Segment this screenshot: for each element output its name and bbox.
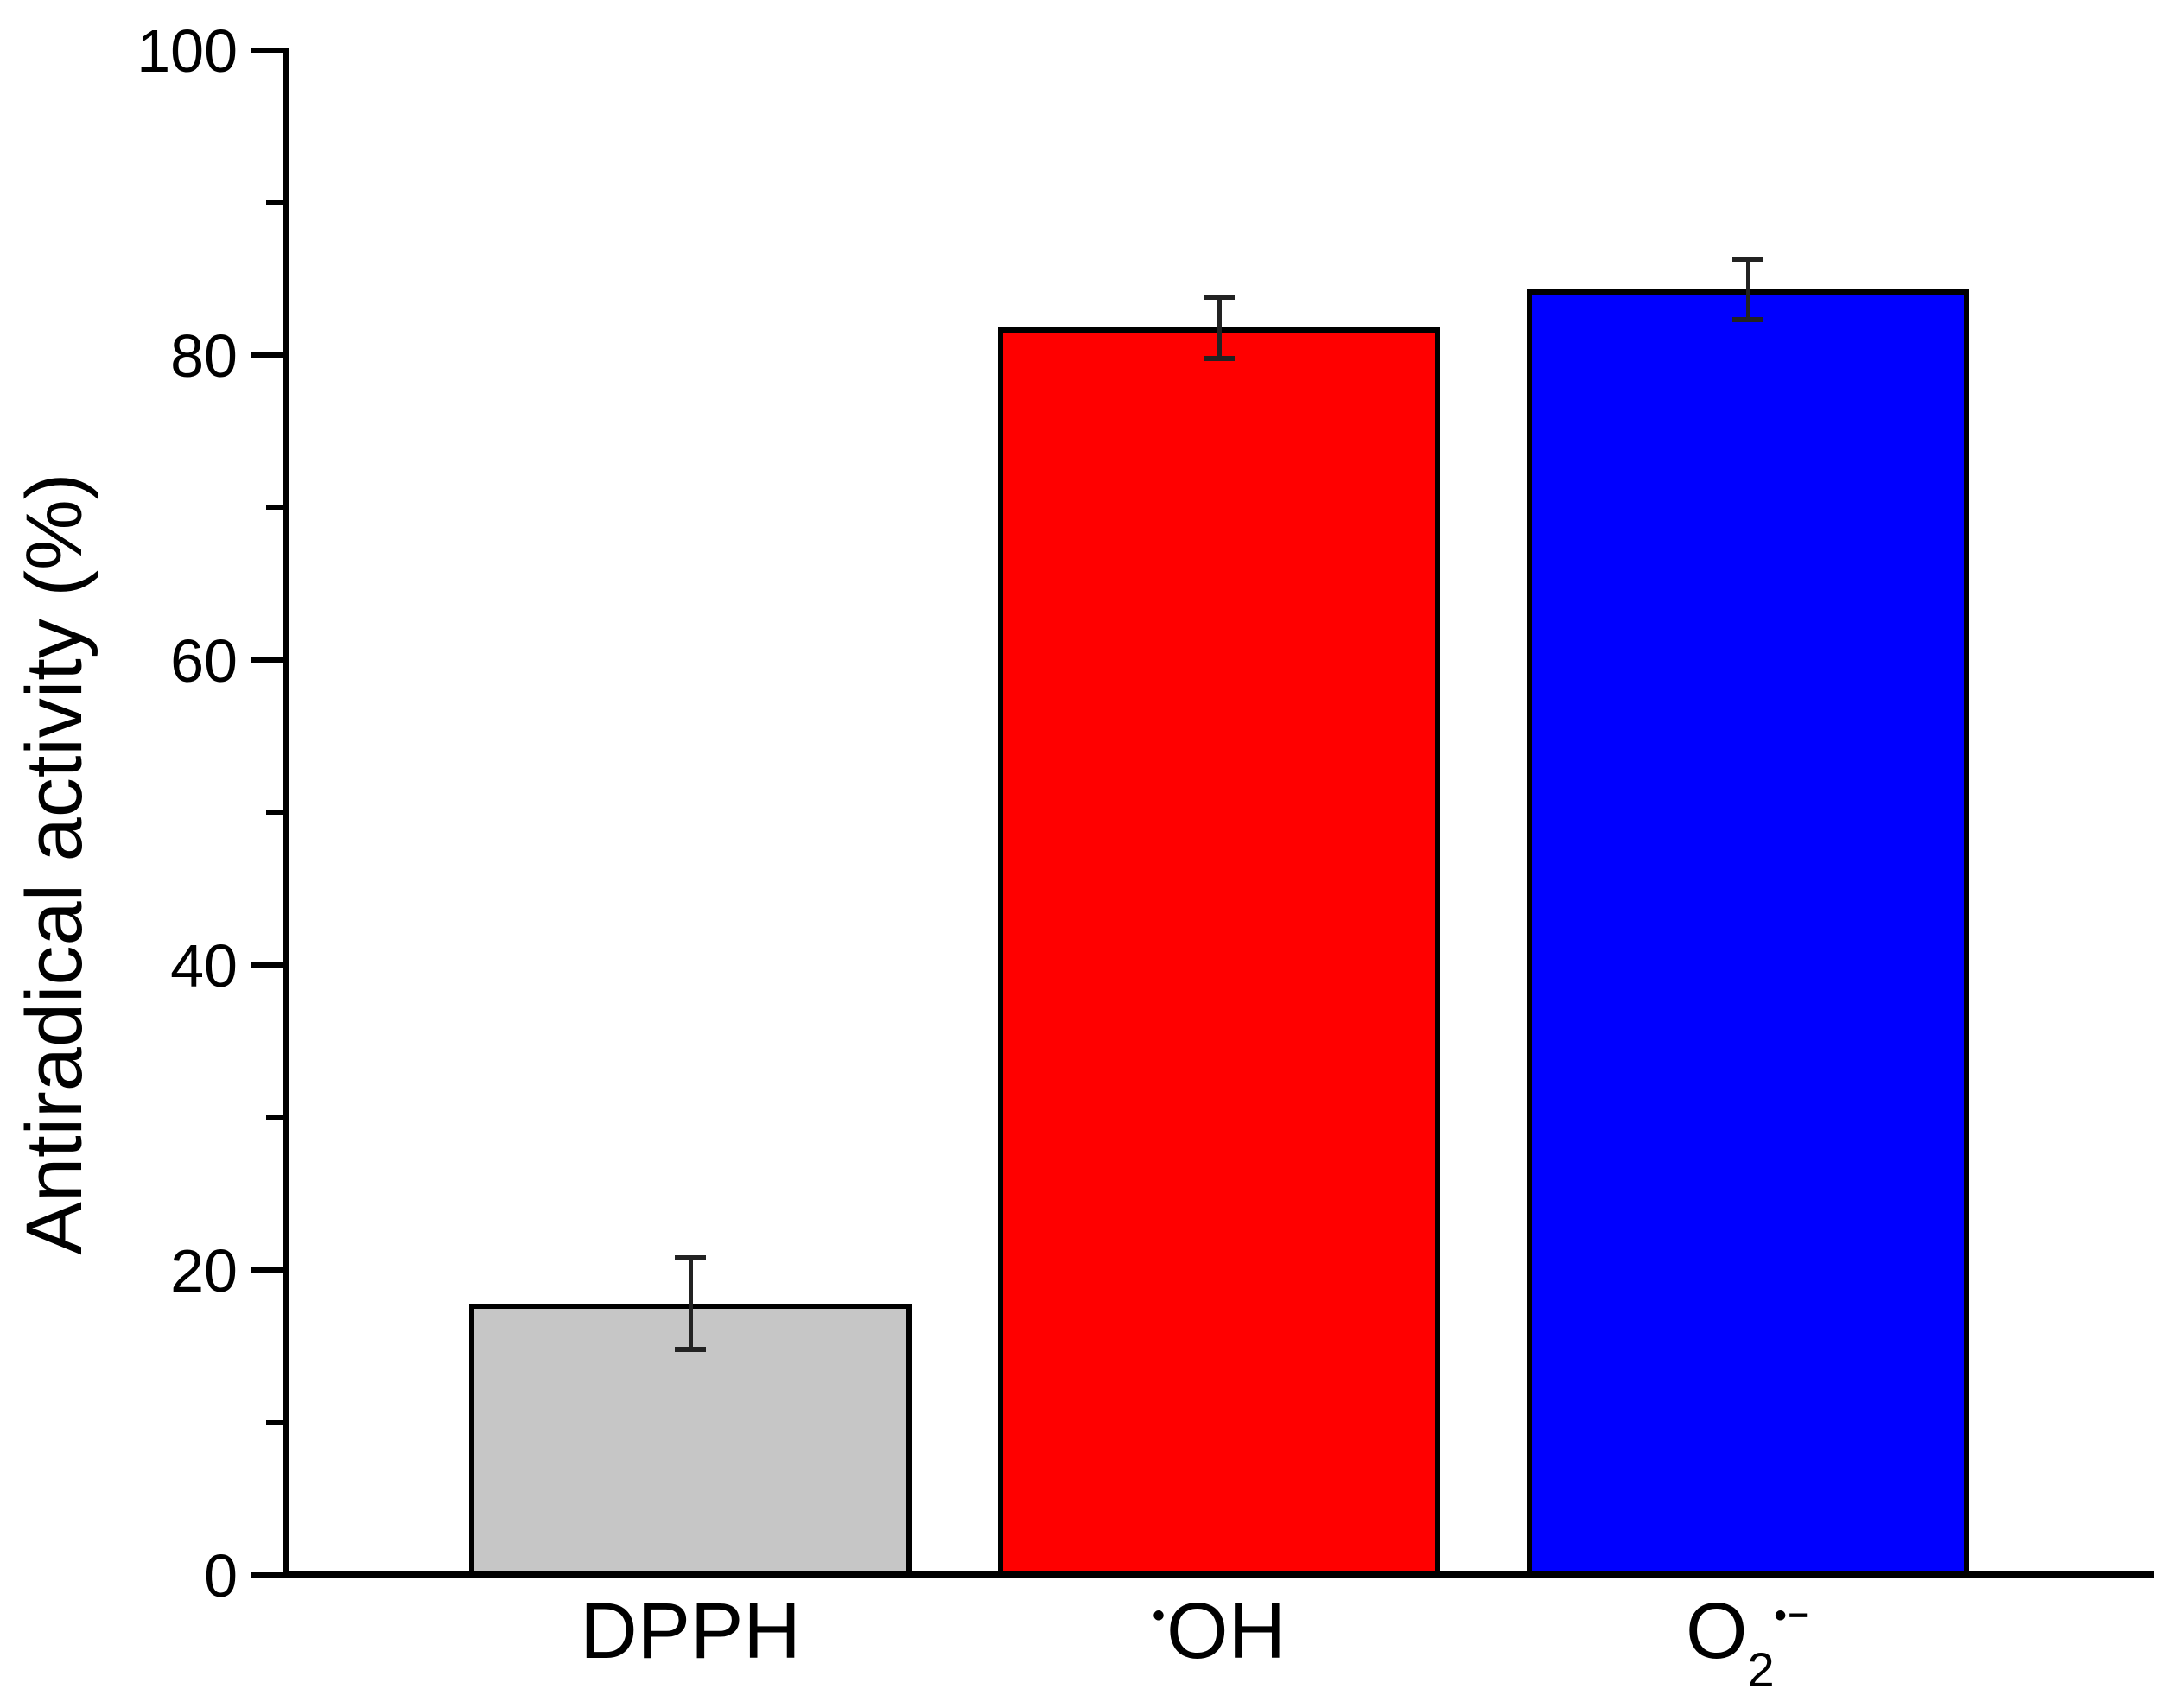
y-major-tick-0	[251, 1572, 283, 1578]
y-major-tick-20	[251, 1267, 283, 1273]
x-axis-line	[283, 1571, 2154, 1578]
bar-o2	[1527, 289, 1969, 1578]
y-tick-label-40: 40	[170, 932, 238, 1000]
x-category-label-oh: •OH	[1153, 1591, 1286, 1686]
x-category-label-part: •−	[1774, 1597, 1811, 1635]
y-minor-tick-90	[266, 200, 283, 205]
x-category-label-part: O	[1685, 1587, 1748, 1675]
y-axis-title: Antiradical activity (%)	[10, 473, 98, 1255]
y-minor-tick-30	[266, 1115, 283, 1120]
x-category-label-part: •	[1152, 1597, 1167, 1635]
y-minor-tick-50	[266, 810, 283, 815]
error-bar-o2	[1746, 259, 1750, 321]
y-tick-label-60: 60	[170, 627, 238, 695]
error-bar-oh	[1217, 297, 1222, 359]
y-minor-tick-70	[266, 505, 283, 510]
y-axis-line	[283, 48, 289, 1578]
x-category-label-o2: O2 •−	[1685, 1587, 1810, 1697]
error-bar-cap-bottom-o2	[1732, 317, 1763, 322]
x-category-label-part: DPPH	[580, 1587, 801, 1675]
y-major-tick-80	[251, 352, 283, 358]
y-major-tick-60	[251, 657, 283, 663]
y-tick-label-0: 0	[204, 1542, 238, 1610]
x-category-label-part: OH	[1166, 1587, 1287, 1675]
bar-oh	[998, 327, 1440, 1578]
error-bar-cap-bottom-oh	[1204, 356, 1235, 361]
error-bar-dpph	[689, 1258, 693, 1349]
error-bar-cap-top-dpph	[675, 1255, 706, 1260]
x-category-label-dpph: DPPH	[580, 1591, 801, 1671]
error-bar-cap-bottom-dpph	[675, 1347, 706, 1352]
y-major-tick-40	[251, 962, 283, 968]
y-tick-label-20: 20	[170, 1237, 238, 1305]
y-major-tick-100	[251, 48, 283, 53]
error-bar-cap-top-o2	[1732, 257, 1763, 262]
y-minor-tick-10	[266, 1420, 283, 1425]
error-bar-cap-top-oh	[1204, 295, 1235, 300]
y-tick-label-100: 100	[137, 17, 238, 85]
x-category-label-part: 2	[1747, 1642, 1775, 1697]
y-tick-label-80: 80	[170, 322, 238, 390]
